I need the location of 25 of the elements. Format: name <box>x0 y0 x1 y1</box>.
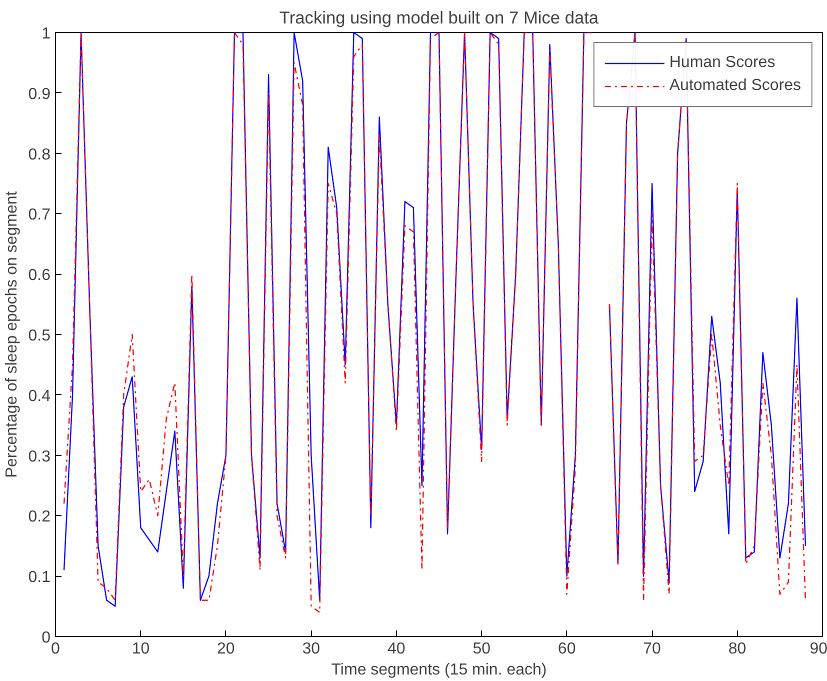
y-tick-label: 0.8 <box>28 146 51 164</box>
x-tick-label: 70 <box>643 640 662 658</box>
x-tick-label: 40 <box>387 640 406 658</box>
x-axis-title: Time segments (15 min. each) <box>331 662 547 678</box>
y-tick-label: 0 <box>42 630 51 646</box>
y-tick-label: 0.1 <box>28 569 51 586</box>
y-axis-title: Percentage of sleep epochs on segment <box>3 190 20 478</box>
y-tick-label: 0.9 <box>28 86 51 103</box>
y-tick-label: 0.4 <box>28 388 51 405</box>
x-tick-label: 50 <box>472 640 491 658</box>
x-tick-label: 10 <box>132 640 150 658</box>
legend-label: Automated Scores <box>669 77 801 95</box>
chart-title: Tracking using model built on 7 Mice data <box>279 8 599 28</box>
y-tick-label: 1 <box>42 26 51 42</box>
x-tick-label: 80 <box>728 640 746 658</box>
y-tick-label: 0.7 <box>28 206 51 224</box>
x-tick-label: 20 <box>217 640 235 658</box>
y-tick-label: 0.6 <box>28 267 51 284</box>
legend-label: Human Scores <box>669 54 776 72</box>
y-tick-label: 0.2 <box>28 508 51 526</box>
x-tick-label: 30 <box>302 640 320 658</box>
x-tick-label: 60 <box>558 640 576 658</box>
x-tick-label: 90 <box>810 640 827 658</box>
y-tick-label: 0.3 <box>28 448 51 466</box>
y-tick-label: 0.5 <box>28 328 51 344</box>
